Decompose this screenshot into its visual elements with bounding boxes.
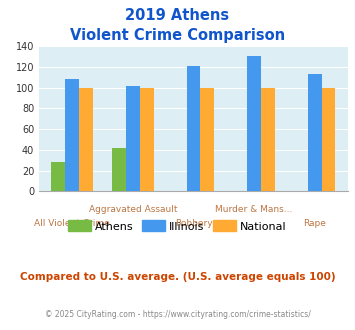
Text: All Violent Crime: All Violent Crime (34, 219, 110, 228)
Bar (140, 88, 154, 191)
Bar (186, 66, 201, 191)
Bar (308, 74, 322, 191)
Bar (201, 88, 214, 191)
Bar (51, 162, 65, 191)
Text: © 2025 CityRating.com - https://www.cityrating.com/crime-statistics/: © 2025 CityRating.com - https://www.city… (45, 310, 310, 319)
Text: 2019 Athens: 2019 Athens (125, 8, 230, 23)
Bar (247, 55, 261, 191)
Bar (79, 88, 93, 191)
Legend: Athens, Illinois, National: Athens, Illinois, National (65, 217, 290, 235)
Bar (126, 85, 140, 191)
Text: Robbery: Robbery (175, 219, 212, 228)
Bar (322, 88, 335, 191)
Text: Rape: Rape (303, 219, 326, 228)
Text: Aggravated Assault: Aggravated Assault (89, 205, 177, 214)
Bar (65, 80, 79, 191)
Bar (112, 148, 126, 191)
Bar (261, 88, 275, 191)
Text: Compared to U.S. average. (U.S. average equals 100): Compared to U.S. average. (U.S. average … (20, 272, 335, 282)
Text: Violent Crime Comparison: Violent Crime Comparison (70, 28, 285, 43)
Text: Murder & Mans...: Murder & Mans... (215, 205, 293, 214)
